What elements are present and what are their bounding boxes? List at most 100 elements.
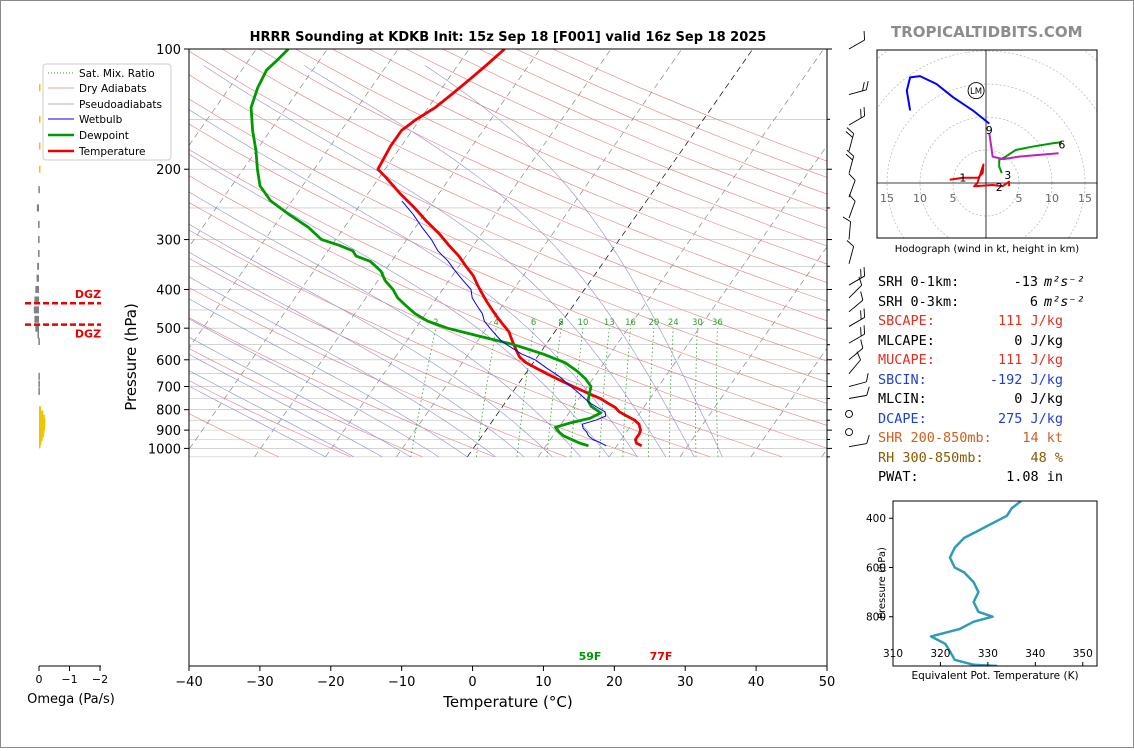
y-tick-label: 300 <box>156 234 181 249</box>
wind-barb <box>846 240 855 264</box>
omega-bar <box>35 285 39 293</box>
omega-bar <box>39 430 44 438</box>
x-tick-label: −20 <box>317 675 344 690</box>
stat-value: 0 J/kg <box>1014 332 1063 349</box>
wind-barb-flag <box>845 153 853 161</box>
mixing-ratio-label: 8 <box>558 318 563 328</box>
theta-e-ytick-label: 400 <box>866 513 886 525</box>
omega-bar <box>38 249 40 257</box>
wind-barb-staff <box>848 221 852 240</box>
x-tick-label: 0 <box>468 675 476 690</box>
wind-barb-staff <box>848 200 856 219</box>
wind-barb <box>845 127 855 152</box>
omega-bar <box>38 186 40 194</box>
wind-barb-flag <box>860 109 862 119</box>
isotherm-line <box>396 49 683 458</box>
skewt-guide-lines: 2 4 6 8 10 13 16 20 24 30 36 <box>189 49 827 458</box>
legend-label-pseudoadiabats: Pseudoadiabats <box>79 99 162 111</box>
mixing-ratio-label: 10 <box>578 318 589 328</box>
wind-barb-flag <box>865 80 869 90</box>
theta-e-ytick-label: 600 <box>866 562 886 574</box>
omega-bar <box>34 315 39 323</box>
y-tick-label: 1000 <box>148 442 181 457</box>
stat-label: SBCAPE: <box>878 313 935 329</box>
omega-tick-label: 0 <box>36 673 43 686</box>
mixing-ratio-label: 24 <box>668 318 679 328</box>
hodograph-title: Hodograph (wind in kt, height in km) <box>895 244 1080 255</box>
mixing-ratio-line <box>599 328 610 457</box>
wind-barb-flag <box>863 267 866 277</box>
hodograph-height-label: 1 <box>959 172 966 185</box>
stat-row: MUCAPE: 111 J/kg <box>878 351 1063 371</box>
hodograph-tick-label: 15 <box>880 192 894 205</box>
pseudoadiabat-line <box>189 370 354 458</box>
dry-adiabat-line <box>189 123 827 404</box>
pseudoadiabat-line <box>189 385 326 458</box>
omega-bar <box>38 387 40 395</box>
omega-chart: Omega (Pa/s) 0 −1 −2 DGZ DGZ <box>25 84 115 707</box>
x-tick-label: 30 <box>677 675 694 690</box>
omega-bar <box>38 380 40 388</box>
hodograph-tick-label: 10 <box>913 192 927 205</box>
hodograph-height-label: 6 <box>1058 139 1065 152</box>
y-tick-label: 800 <box>156 404 181 419</box>
wind-barb <box>848 351 861 374</box>
pseudoadiabat-line <box>189 353 383 458</box>
mixing-ratio-label: 30 <box>692 318 703 328</box>
wind-barb <box>848 267 866 286</box>
wind-barb-flag <box>863 31 866 41</box>
x-tick-label: −10 <box>388 675 415 690</box>
stat-value: 1.08 in <box>1006 469 1063 485</box>
omega-bar <box>33 306 39 314</box>
wind-barb-staff <box>848 317 865 327</box>
omega-bar <box>39 414 45 422</box>
hodograph-tick-label: 5 <box>950 192 957 205</box>
mixing-ratio-label: 6 <box>531 318 536 328</box>
pseudoadiabat-line <box>304 65 695 458</box>
omega-bar <box>39 406 42 414</box>
skewt-frame <box>188 48 828 667</box>
theta-e-ytick-label: 800 <box>866 612 886 624</box>
stat-value: 48 % <box>1030 449 1063 466</box>
isotherm-line <box>189 49 399 349</box>
wind-barb-flag <box>846 149 854 157</box>
stat-row: SHR 200-850mb: 14 kt <box>878 429 1063 449</box>
omega-bar <box>39 115 41 123</box>
wind-barb-staff <box>848 347 864 361</box>
theta-e-chart: Equivalent Pot. Temperature (K) Pressure… <box>866 500 1098 682</box>
wind-barb-staff <box>848 39 865 50</box>
dry-adiabat-line <box>189 348 423 458</box>
wind-barb-staff <box>848 133 855 152</box>
omega-bar <box>38 338 40 346</box>
x-tick-label: −40 <box>175 675 202 690</box>
isotherm-line <box>467 49 754 458</box>
surface-temp-label: 77F <box>650 650 673 663</box>
dry-adiabat-line <box>189 413 279 458</box>
wind-barb <box>848 276 863 299</box>
stat-label: SRH 0-1km: <box>878 274 960 290</box>
omega-tick-label: −2 <box>92 673 108 686</box>
y-tick-label: 200 <box>156 163 181 178</box>
storm-motion-label: LM <box>970 87 982 97</box>
stat-row: DCAPE: 275 J/kg <box>878 410 1063 430</box>
isotherm-line <box>189 49 257 147</box>
omega-bar <box>36 204 39 212</box>
wind-barb-staff <box>848 299 864 313</box>
hodograph-frame <box>876 49 1098 239</box>
stat-row: SRH 0-1km: -13 m²s⁻² <box>878 273 1098 293</box>
stat-row: SBCIN: -192 J/kg <box>878 371 1063 391</box>
pseudoadiabat-line <box>203 65 667 458</box>
pseudoadiabat-line <box>189 276 496 458</box>
stat-row: MLCIN: 0 J/kg <box>878 390 1063 410</box>
omega-bar <box>39 84 41 92</box>
pseudoadiabat-line <box>189 298 468 458</box>
legend-box <box>42 63 172 161</box>
mixing-ratio-line <box>570 328 584 457</box>
hodograph-tick-label: 5 <box>1016 192 1023 205</box>
stat-value: 111 J/kg <box>997 352 1063 368</box>
legend-label-temperature: Temperature <box>78 146 146 158</box>
wind-barb-staff <box>848 284 863 299</box>
mixing-ratio-label: 36 <box>712 318 723 328</box>
wind-barb-flag <box>860 310 862 320</box>
